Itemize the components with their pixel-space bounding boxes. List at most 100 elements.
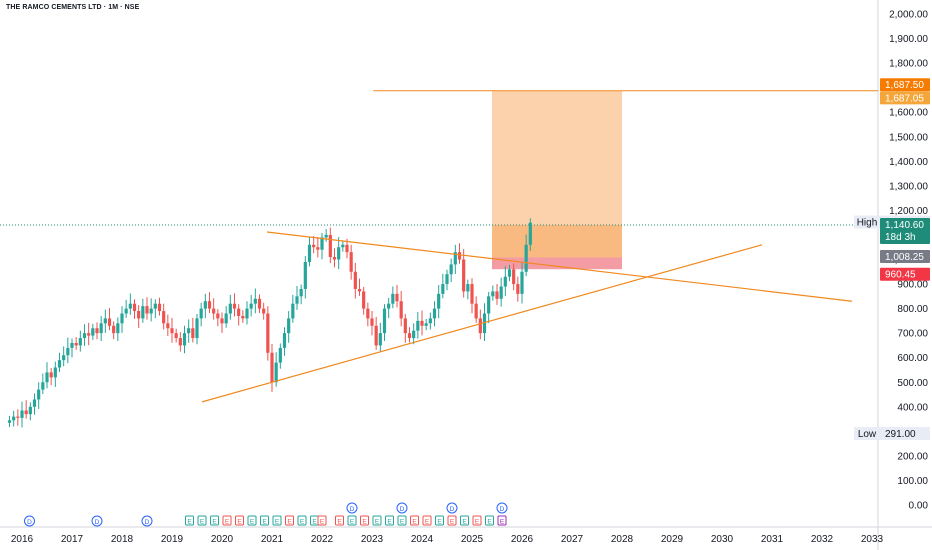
candle-body[interactable]	[270, 352, 274, 383]
candle-body[interactable]	[66, 347, 70, 356]
candle-body[interactable]	[128, 303, 132, 309]
candle-body[interactable]	[391, 293, 395, 304]
candle-body[interactable]	[132, 303, 137, 312]
earnings-marker[interactable]	[285, 515, 294, 526]
candle-body[interactable]	[162, 311, 166, 324]
earnings-marker[interactable]	[317, 515, 327, 526]
candle-body[interactable]	[32, 399, 37, 407]
earnings-marker[interactable]	[222, 515, 232, 526]
candle-body[interactable]	[428, 318, 432, 324]
candle-body[interactable]	[253, 298, 257, 304]
candle-body[interactable]	[328, 234, 332, 258]
candle-body[interactable]	[57, 360, 62, 368]
candle-body[interactable]	[137, 311, 141, 319]
candle-body[interactable]	[412, 330, 416, 339]
candle-body[interactable]	[491, 291, 495, 297]
candle-body[interactable]	[149, 308, 153, 314]
candle-body[interactable]	[220, 318, 224, 324]
candle-body[interactable]	[516, 284, 520, 294]
candle-body[interactable]	[478, 318, 482, 334]
earnings-marker[interactable]	[372, 515, 382, 526]
candle-body[interactable]	[124, 308, 128, 314]
earnings-marker[interactable]	[460, 515, 469, 526]
candle-body[interactable]	[345, 244, 349, 253]
candle-body[interactable]	[170, 328, 174, 334]
candle-body[interactable]	[62, 355, 66, 361]
candle-body[interactable]	[178, 338, 182, 346]
candle-body[interactable]	[382, 308, 387, 334]
candle-body[interactable]	[295, 296, 299, 304]
candle-body[interactable]	[482, 313, 487, 334]
earnings-marker[interactable]	[235, 515, 244, 526]
candle-body[interactable]	[174, 333, 178, 339]
candle-body[interactable]	[424, 323, 428, 326]
candle-body[interactable]	[395, 293, 399, 302]
candle-body[interactable]	[212, 308, 216, 314]
candle-body[interactable]	[349, 252, 353, 272]
candle-body[interactable]	[187, 328, 191, 334]
earnings-marker[interactable]	[197, 515, 207, 526]
candle-body[interactable]	[199, 308, 203, 319]
candle-body[interactable]	[12, 416, 16, 421]
earnings-marker[interactable]	[185, 515, 194, 526]
candle-body[interactable]	[7, 420, 12, 423]
candle-body[interactable]	[474, 303, 478, 319]
candle-body[interactable]	[507, 269, 512, 277]
candle-body[interactable]	[282, 333, 287, 348]
candle-body[interactable]	[445, 274, 449, 285]
candle-body[interactable]	[70, 342, 74, 348]
earnings-marker[interactable]	[297, 515, 307, 526]
candle-body[interactable]	[303, 261, 307, 289]
earnings-marker[interactable]	[497, 515, 507, 526]
candle-body[interactable]	[24, 410, 28, 415]
candle-body[interactable]	[378, 333, 382, 346]
earnings-marker[interactable]	[360, 515, 369, 526]
candle-body[interactable]	[141, 306, 145, 319]
candle-body[interactable]	[470, 284, 474, 304]
candle-body[interactable]	[87, 333, 91, 336]
candle-body[interactable]	[266, 313, 270, 353]
candle-body[interactable]	[299, 288, 303, 297]
candle-body[interactable]	[503, 276, 507, 287]
candle-body[interactable]	[257, 298, 262, 309]
candle-body[interactable]	[432, 308, 437, 319]
candle-body[interactable]	[312, 244, 316, 248]
earnings-marker[interactable]	[272, 515, 282, 526]
earnings-marker[interactable]	[472, 515, 482, 526]
candle-body[interactable]	[203, 301, 207, 309]
candle-body[interactable]	[337, 247, 341, 260]
candle-body[interactable]	[262, 308, 266, 314]
candle-body[interactable]	[207, 301, 212, 309]
candle-body[interactable]	[195, 318, 199, 339]
candle-body[interactable]	[357, 288, 362, 292]
candle-body[interactable]	[28, 406, 32, 415]
candle-body[interactable]	[95, 328, 99, 334]
candle-body[interactable]	[20, 410, 24, 418]
earnings-marker[interactable]	[210, 515, 219, 526]
candle-body[interactable]	[274, 362, 278, 383]
candle-body[interactable]	[353, 271, 357, 289]
candle-body[interactable]	[466, 284, 470, 292]
candle-body[interactable]	[37, 389, 41, 400]
candle-body[interactable]	[216, 313, 220, 319]
candle-body[interactable]	[232, 303, 237, 309]
candle-body[interactable]	[49, 372, 53, 378]
candle-body[interactable]	[316, 247, 320, 250]
earnings-marker[interactable]	[435, 515, 444, 526]
candle-body[interactable]	[453, 252, 457, 265]
candle-body[interactable]	[228, 303, 232, 314]
candle-body[interactable]	[437, 293, 441, 309]
candle-body[interactable]	[99, 323, 103, 334]
candle-body[interactable]	[224, 313, 228, 324]
candle-body[interactable]	[182, 333, 187, 346]
candle-body[interactable]	[153, 303, 157, 309]
candle-body[interactable]	[324, 234, 328, 238]
dividend-marker[interactable]	[396, 502, 408, 514]
candle-body[interactable]	[441, 284, 445, 294]
candle-body[interactable]	[362, 291, 366, 309]
candle-body[interactable]	[16, 416, 20, 418]
candle-body[interactable]	[166, 323, 170, 329]
candle-body[interactable]	[457, 252, 462, 260]
candle-body[interactable]	[78, 338, 82, 346]
